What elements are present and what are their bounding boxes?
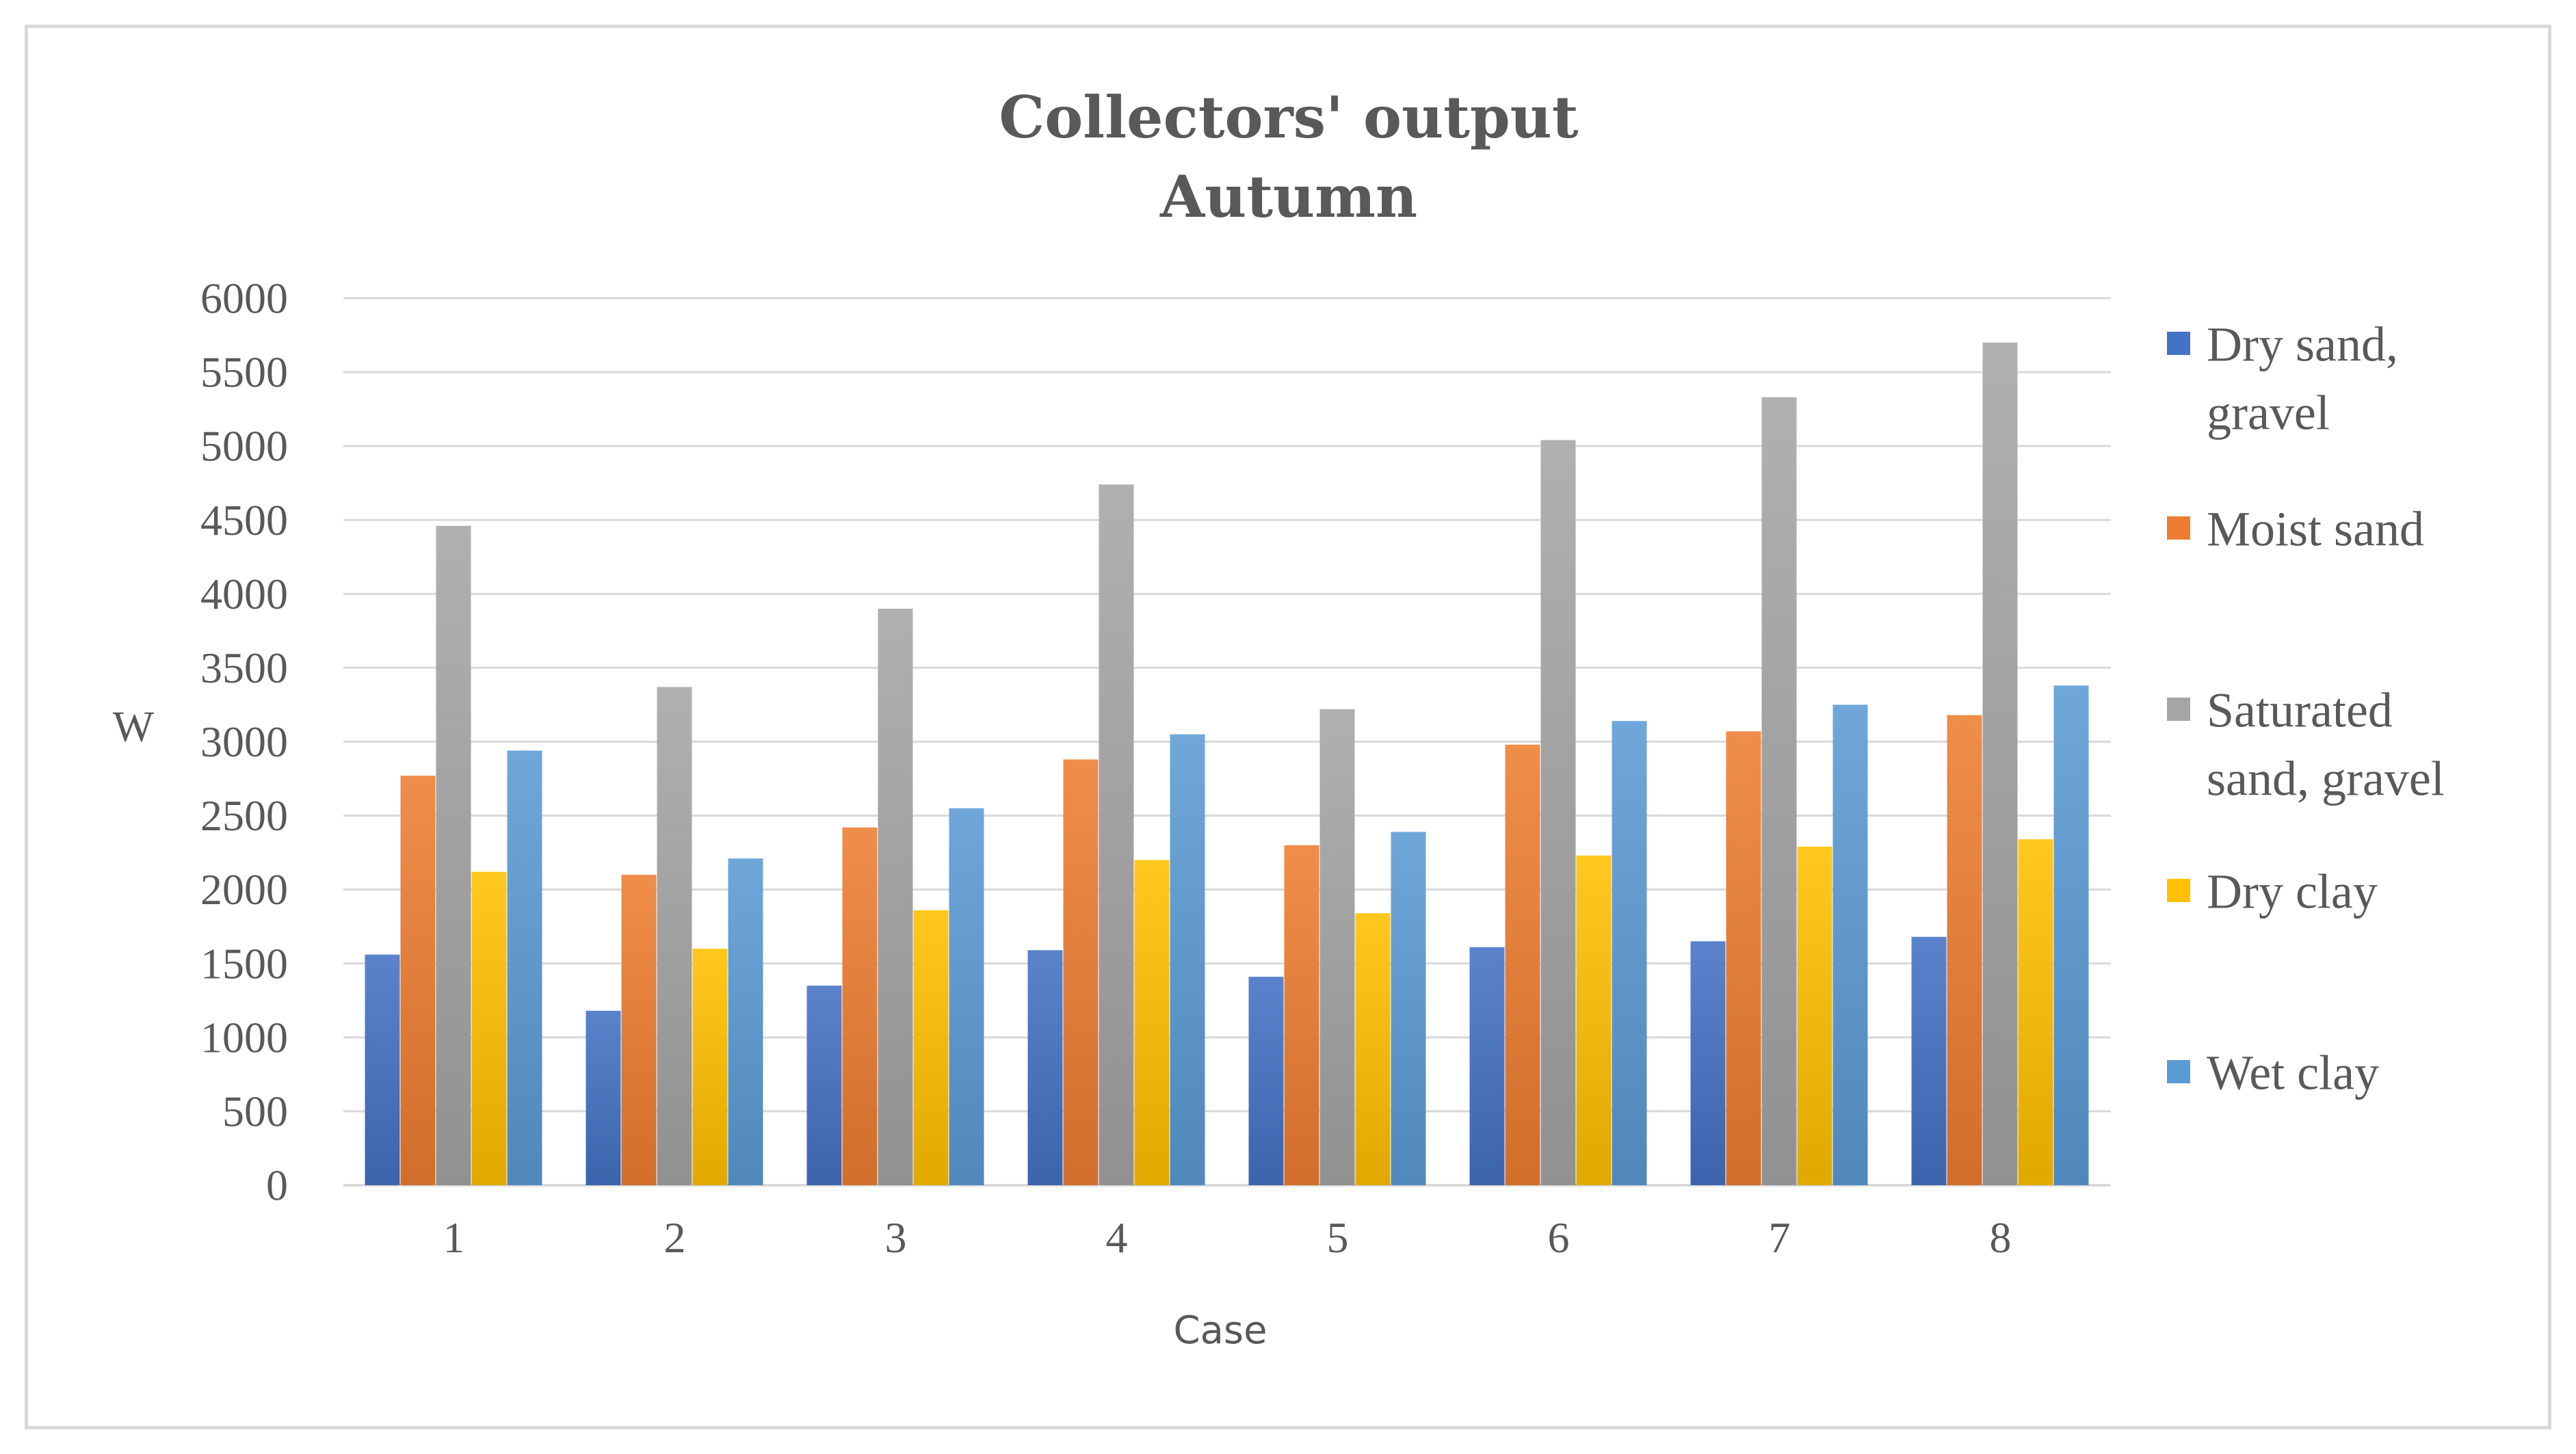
x-tick-label: 8 [1990, 1213, 2012, 1262]
bar [507, 750, 542, 1185]
chart-svg: Collectors' output Autumn W Case 0 500 100… [113, 83, 2445, 1353]
legend-swatch [2167, 332, 2190, 355]
y-tick-label: 4500 [200, 496, 288, 544]
bar [1726, 731, 1761, 1185]
chart-title: Collectors' output [999, 83, 1578, 151]
bar [1690, 941, 1726, 1185]
bar [1063, 759, 1099, 1185]
x-tick-labels: 1 2 3 4 5 6 7 8 [443, 1213, 2012, 1262]
bar [436, 525, 471, 1185]
bar [1505, 744, 1540, 1185]
x-tick-label: 5 [1327, 1213, 1349, 1262]
bar [1134, 860, 1170, 1185]
bar [913, 910, 949, 1185]
bar [878, 608, 913, 1185]
y-tick-label: 2000 [200, 865, 288, 914]
bar [657, 687, 692, 1185]
bar [1540, 440, 1576, 1185]
bar [1027, 950, 1063, 1185]
x-tick-label: 1 [443, 1213, 465, 1262]
y-tick-label: 5000 [200, 422, 288, 471]
bar [1319, 709, 1355, 1185]
x-tick-label: 6 [1548, 1213, 1570, 1262]
bar [586, 1010, 621, 1185]
bar [692, 949, 728, 1185]
legend-swatch [2167, 1060, 2190, 1083]
bar [1982, 342, 2018, 1186]
y-tick-label: 0 [266, 1161, 288, 1210]
bar [1612, 721, 1647, 1185]
legend-label: Wet clay [2207, 1046, 2379, 1100]
bar [1947, 715, 1982, 1185]
y-axis-label: W [113, 702, 155, 751]
y-tick-label: 500 [222, 1087, 288, 1135]
bar [806, 986, 842, 1185]
bar [842, 827, 878, 1185]
bar [1911, 936, 1947, 1185]
bar [1832, 704, 1868, 1185]
y-tick-labels: 0 500 1000 1500 2000 2500 3000 3500 4000 4500 5000… [200, 274, 288, 1210]
bar [949, 808, 984, 1185]
bar-layer [365, 342, 2089, 1186]
chart-frame: Collectors' output Autumn W Case 0 500 100… [25, 25, 2551, 1429]
bar [1355, 913, 1391, 1185]
bar [1576, 855, 1612, 1185]
bar [1248, 977, 1284, 1185]
legend-label: Dry sand, [2207, 317, 2398, 372]
bar [1099, 484, 1134, 1185]
y-tick-label: 1000 [200, 1013, 288, 1061]
x-tick-label: 4 [1106, 1213, 1128, 1262]
x-tick-label: 3 [885, 1213, 907, 1262]
bar [400, 776, 436, 1185]
y-tick-label: 3000 [200, 717, 288, 766]
bar [2053, 685, 2089, 1185]
legend-label: sand, gravel [2207, 752, 2445, 806]
chart-subtitle: Autumn [1159, 163, 1417, 230]
y-tick-label: 1500 [200, 939, 288, 988]
legend-swatch [2167, 698, 2190, 721]
bar [621, 875, 657, 1185]
legend-label: Dry clay [2207, 864, 2378, 919]
legend: Dry sand, gravel Moist sand Saturated sand, … [2167, 317, 2445, 1100]
bar [728, 858, 763, 1185]
y-tick-label: 3500 [200, 644, 288, 692]
legend-label: Moist sand [2207, 502, 2424, 557]
bar [2018, 839, 2053, 1185]
x-tick-label: 7 [1769, 1213, 1791, 1262]
bar [1284, 845, 1319, 1185]
bar [1170, 734, 1205, 1185]
bar [365, 954, 400, 1185]
bar [471, 871, 507, 1185]
y-tick-label: 5500 [200, 348, 288, 397]
y-tick-label: 2500 [200, 791, 288, 840]
x-tick-label: 2 [664, 1213, 686, 1262]
bar [1391, 832, 1426, 1185]
bar [1469, 947, 1505, 1185]
bar [1797, 846, 1832, 1185]
x-axis-label: Case [1173, 1308, 1267, 1353]
legend-swatch [2167, 516, 2190, 540]
legend-swatch [2167, 879, 2190, 902]
bar [1761, 397, 1797, 1185]
legend-label: gravel [2207, 386, 2330, 440]
y-tick-label: 6000 [200, 274, 288, 323]
legend-label: Saturated [2207, 683, 2393, 738]
y-tick-label: 4000 [200, 570, 288, 618]
